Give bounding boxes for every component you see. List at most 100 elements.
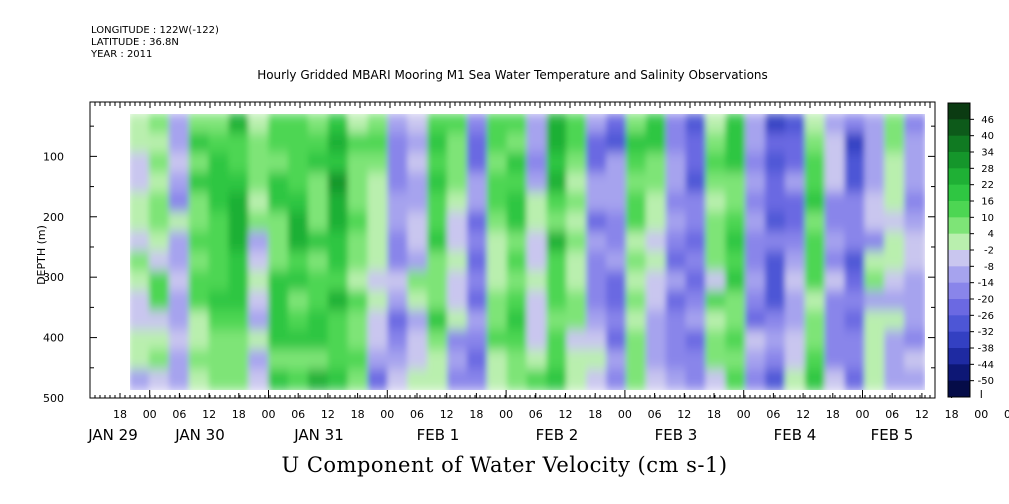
heatmap-cell xyxy=(606,231,628,253)
heatmap-cell xyxy=(904,172,925,194)
heatmap-cell xyxy=(347,211,370,234)
colorbar-swatch xyxy=(948,201,970,218)
heatmap-cell xyxy=(784,349,807,372)
heatmap-cell xyxy=(844,231,867,253)
heatmap-cell xyxy=(168,191,191,214)
heatmap-cell xyxy=(367,270,390,293)
heatmap-cell xyxy=(884,251,907,273)
heatmap-cell xyxy=(506,152,529,175)
heatmap-cell xyxy=(307,290,330,313)
heatmap-cell xyxy=(864,270,887,293)
heatmap-cell xyxy=(546,152,569,175)
heatmap-cell xyxy=(367,329,390,352)
heatmap-cell xyxy=(347,329,370,352)
heatmap-cell xyxy=(546,329,569,352)
heatmap-cell xyxy=(506,231,529,253)
heatmap-cell xyxy=(506,329,529,352)
heatmap-cell xyxy=(427,349,449,372)
heatmap-cell xyxy=(904,310,925,332)
heatmap-cell xyxy=(407,329,430,352)
x-date-label: FEB 2 xyxy=(536,426,579,444)
heatmap-cell xyxy=(327,191,350,214)
heatmap-cell xyxy=(288,349,310,372)
heatmap-cell xyxy=(268,270,290,293)
heatmap-cell xyxy=(864,329,887,352)
heatmap-cell xyxy=(347,290,370,313)
heatmap-cell xyxy=(685,270,708,293)
heatmap-cell xyxy=(168,349,191,372)
heatmap-cell xyxy=(248,172,271,194)
heatmap-cell xyxy=(904,114,925,135)
heatmap-cell xyxy=(765,369,787,390)
heatmap-cell xyxy=(407,191,430,214)
colorbar-label: 4 xyxy=(988,229,994,240)
heatmap-cell xyxy=(824,231,847,253)
heatmap-cell xyxy=(188,310,211,332)
heatmap-cell xyxy=(546,369,569,390)
colorbar-swatch xyxy=(948,299,970,316)
heatmap-cell xyxy=(645,211,668,234)
heatmap-cell xyxy=(130,152,151,175)
heatmap-cell xyxy=(824,152,847,175)
x-tick-label: 00 xyxy=(380,408,394,421)
heatmap-cell xyxy=(705,172,728,194)
heatmap-cell xyxy=(466,369,489,390)
heatmap-cell xyxy=(130,172,151,194)
heatmap-cell xyxy=(506,369,529,390)
heatmap-cell xyxy=(645,114,668,135)
x-tick-label: 18 xyxy=(588,408,602,421)
heatmap-cell xyxy=(864,172,887,194)
heatmap-cell xyxy=(685,369,708,390)
heatmap-cell xyxy=(466,132,489,155)
heatmap-cell xyxy=(307,191,330,214)
heatmap-cell xyxy=(168,270,191,293)
latitude-label: LATITUDE : 36.8N xyxy=(91,37,179,48)
heatmap-cell xyxy=(347,191,370,214)
heatmap-cell xyxy=(765,211,787,234)
heatmap-cell xyxy=(784,270,807,293)
heatmap-cell xyxy=(208,349,231,372)
heatmap-cell xyxy=(625,369,648,390)
x-tick-label: 18 xyxy=(469,408,483,421)
heatmap-cell xyxy=(824,349,847,372)
heatmap-cell xyxy=(765,172,787,194)
colorbar-label: -44 xyxy=(978,360,994,371)
heatmap-cell xyxy=(486,329,509,352)
heatmap-cell xyxy=(288,191,310,214)
heatmap-cell xyxy=(784,114,807,135)
heatmap-cell xyxy=(844,349,867,372)
heatmap-cell xyxy=(824,211,847,234)
heatmap-cell xyxy=(447,132,469,155)
heatmap-cell xyxy=(745,211,767,234)
heatmap-cell xyxy=(546,270,569,293)
heatmap-cell xyxy=(148,231,171,253)
heatmap-cell xyxy=(625,329,648,352)
heatmap-cell xyxy=(130,191,151,214)
heatmap-cell xyxy=(705,231,728,253)
colorbar-swatch xyxy=(948,282,970,300)
heatmap-cell xyxy=(486,270,509,293)
heatmap-cell xyxy=(804,114,827,135)
heatmap-cell xyxy=(168,231,191,253)
heatmap-cell xyxy=(904,132,925,155)
heatmap-cell xyxy=(407,211,430,234)
heatmap-cell xyxy=(625,132,648,155)
heatmap-cell xyxy=(665,290,688,313)
heatmap-cell xyxy=(168,172,191,194)
heatmap-cell xyxy=(665,132,688,155)
heatmap-cell xyxy=(248,251,271,273)
heatmap-cell xyxy=(884,231,907,253)
x-tick-label: 00 xyxy=(262,408,276,421)
heatmap-cell xyxy=(447,290,469,313)
colorbar-swatch xyxy=(948,119,970,137)
heatmap-cell xyxy=(645,310,668,332)
x-tick-label: 00 xyxy=(143,408,157,421)
colorbar-label: -50 xyxy=(978,376,994,387)
x-tick-label: 06 xyxy=(885,408,899,421)
heatmap-cell xyxy=(884,290,907,313)
heatmap-cell xyxy=(884,114,907,135)
heatmap-cell xyxy=(188,369,211,390)
heatmap-cell xyxy=(586,349,608,372)
heatmap-cell xyxy=(745,290,767,313)
heatmap-cell xyxy=(745,132,767,155)
